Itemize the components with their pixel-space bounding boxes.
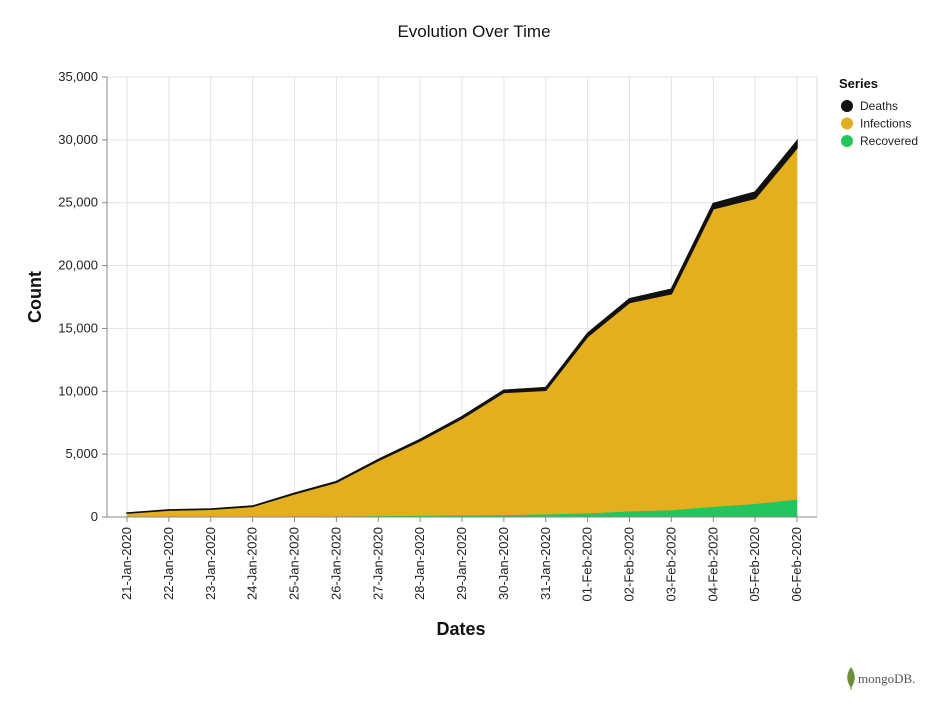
x-tick-label: 27-Jan-2020 [370,527,385,600]
x-tick-label: 21-Jan-2020 [119,527,134,600]
legend: Series Deaths Infections Recovered [839,76,918,148]
y-tick-label: 25,000 [58,195,98,210]
y-tick-label: 30,000 [58,132,98,147]
x-tick-label: 24-Jan-2020 [245,527,260,600]
area-series-deaths [126,138,798,514]
x-tick-label: 25-Jan-2020 [287,527,302,600]
legend-marker-deaths [841,100,853,112]
y-tick-label: 35,000 [58,69,98,84]
legend-label-infections: Infections [860,117,911,131]
x-tick-label: 30-Jan-2020 [496,527,511,600]
x-tick-label: 22-Jan-2020 [161,527,176,600]
x-tick-label: 06-Feb-2020 [789,527,804,601]
watermark-text: mongoDB. [858,671,915,686]
y-tick-label: 5,000 [65,446,98,461]
x-axis-title: Dates [436,619,485,639]
axes: 0 5,000 10,000 15,000 20,000 25,000 30,000 35,0… [58,69,817,601]
legend-title: Series [839,76,878,91]
chart-title: Evolution Over Time [397,22,550,41]
x-tick-label: 01-Feb-2020 [580,527,595,601]
x-tick-label: 28-Jan-2020 [412,527,427,600]
y-tick-label: 20,000 [58,258,98,273]
y-axis-title: Count [25,271,45,323]
x-tick-label: 03-Feb-2020 [663,527,678,601]
mongodb-logo: mongoDB. [847,667,915,690]
x-tick-label: 26-Jan-2020 [328,527,343,600]
y-tick-label: 0 [91,509,98,524]
x-tick-label: 05-Feb-2020 [747,527,762,601]
x-tick-label: 04-Feb-2020 [705,527,720,601]
legend-label-deaths: Deaths [860,99,898,113]
leaf-icon [847,667,855,688]
x-tick-label: 02-Feb-2020 [622,527,637,601]
x-tick-label: 23-Jan-2020 [203,527,218,600]
x-tick-label: 29-Jan-2020 [454,527,469,600]
legend-label-recovered: Recovered [860,134,918,148]
x-tick-label: 31-Jan-2020 [538,527,553,600]
y-tick-label: 10,000 [58,383,98,398]
y-tick-label: 15,000 [58,320,98,335]
legend-marker-infections [841,117,853,130]
legend-marker-recovered [841,135,853,147]
